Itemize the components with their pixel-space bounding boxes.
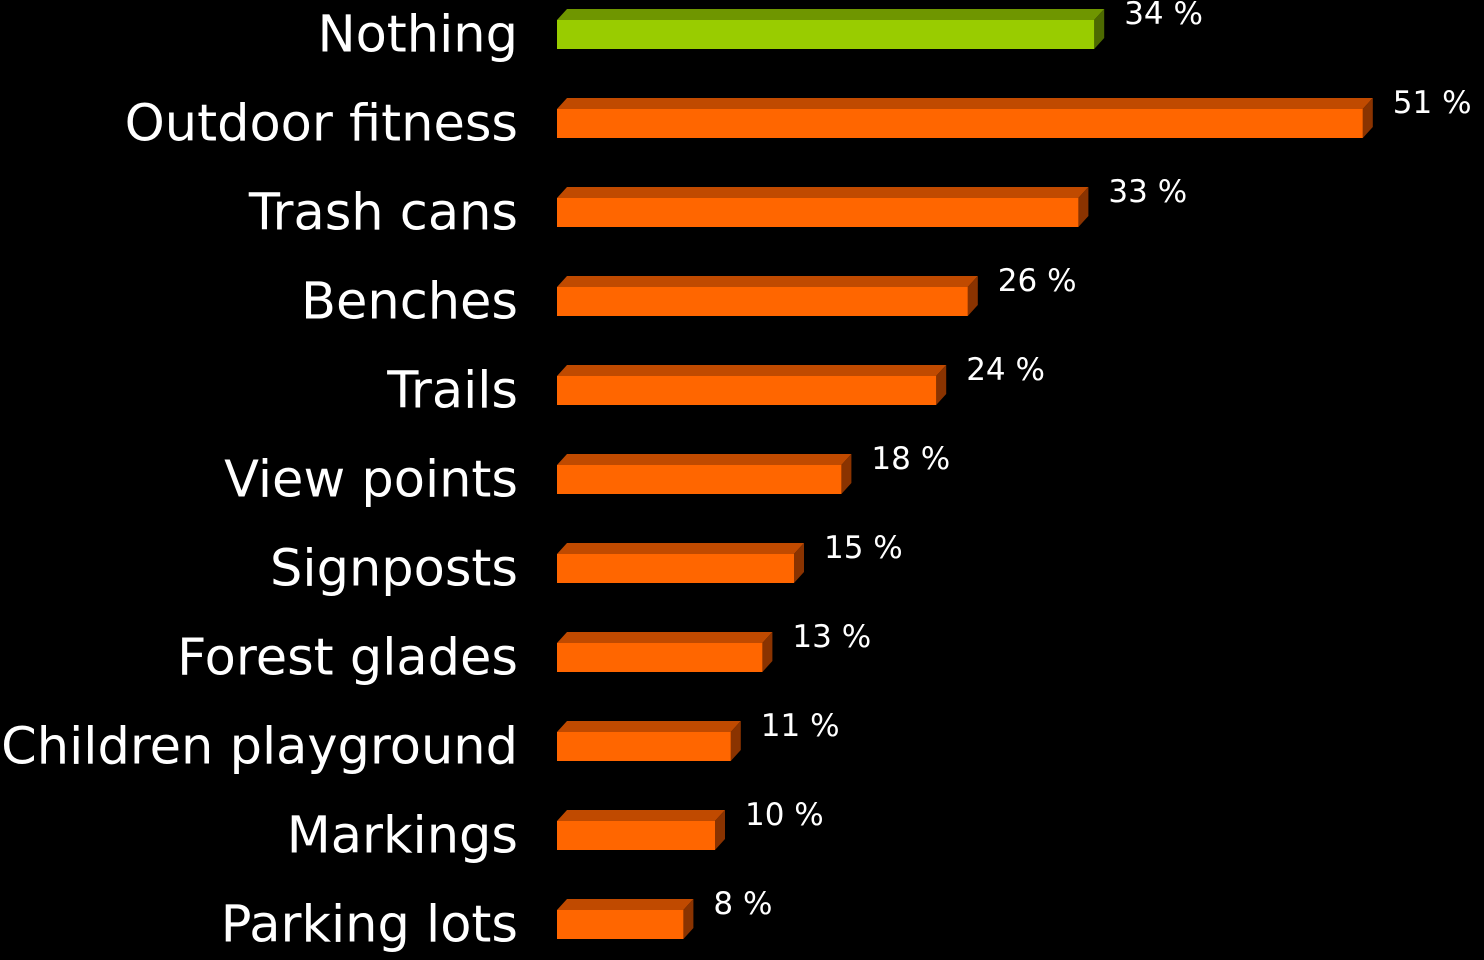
bar-top-face	[557, 454, 852, 465]
category-label: Trails	[386, 362, 518, 421]
bar-top-face	[557, 899, 694, 910]
bar	[557, 899, 694, 939]
bar-top-face	[557, 9, 1105, 20]
bar-side-face	[762, 632, 773, 672]
bar-front-face	[557, 465, 842, 494]
value-labels-group: 34 % 51 % 33 % 26 % 24 % 18 % 15 % 13 % 11 % 10 %…	[713, 0, 1471, 922]
bar-front-face	[557, 198, 1079, 227]
bar-side-face	[936, 365, 947, 405]
bar-front-face	[557, 287, 968, 316]
value-label: 51 %	[1393, 85, 1472, 121]
bar	[557, 454, 852, 494]
bar-front-face	[557, 20, 1095, 49]
category-label: Signposts	[270, 540, 518, 599]
bar-front-face	[557, 643, 763, 672]
bar	[557, 365, 947, 405]
category-label: Markings	[287, 807, 518, 866]
value-label: 34 %	[1124, 0, 1203, 32]
bar	[557, 187, 1089, 227]
bar-top-face	[557, 543, 804, 554]
bar-front-face	[557, 554, 794, 583]
bar-side-face	[715, 810, 725, 850]
bar-top-face	[557, 365, 947, 376]
bar-side-face	[1362, 98, 1373, 138]
category-label: Parking lots	[221, 896, 518, 955]
category-label: Forest glades	[177, 629, 518, 688]
value-label: 8 %	[713, 886, 772, 922]
category-labels-group: Nothing Outdoor fitness Trash cans Benches T…	[1, 6, 518, 955]
bar-side-face	[1094, 9, 1105, 49]
bar-front-face	[557, 109, 1363, 138]
category-label: Trash cans	[248, 184, 518, 243]
bar-side-face	[730, 721, 741, 761]
bar	[557, 810, 725, 850]
bar	[557, 98, 1373, 138]
bar	[557, 632, 773, 672]
bar-side-face	[683, 899, 694, 939]
category-label: View points	[224, 451, 518, 510]
bar-top-face	[557, 721, 741, 732]
value-label: 33 %	[1108, 174, 1187, 210]
value-label: 11 %	[761, 708, 840, 744]
bar	[557, 543, 804, 583]
bar-side-face	[794, 543, 804, 583]
bar-top-face	[557, 276, 978, 287]
bar-front-face	[557, 910, 684, 939]
bar-side-face	[967, 276, 978, 316]
bar-top-face	[557, 632, 773, 643]
value-label: 10 %	[745, 797, 824, 833]
bar-front-face	[557, 376, 937, 405]
bar-top-face	[557, 98, 1373, 109]
category-label: Children playground	[1, 718, 518, 777]
category-label: Nothing	[317, 6, 518, 65]
category-label: Outdoor fitness	[125, 95, 518, 154]
bar	[557, 721, 741, 761]
value-label: 15 %	[824, 530, 903, 566]
value-label: 26 %	[998, 263, 1077, 299]
category-label: Benches	[301, 273, 518, 332]
value-label: 18 %	[871, 441, 950, 477]
bars-group	[557, 9, 1373, 939]
value-label: 24 %	[966, 352, 1045, 388]
bar-side-face	[841, 454, 852, 494]
value-label: 13 %	[792, 619, 871, 655]
bar-front-face	[557, 821, 715, 850]
bar-top-face	[557, 810, 725, 821]
bar-front-face	[557, 732, 731, 761]
bar	[557, 276, 978, 316]
bar-top-face	[557, 187, 1089, 198]
bar-side-face	[1078, 187, 1089, 227]
bar	[557, 9, 1105, 49]
